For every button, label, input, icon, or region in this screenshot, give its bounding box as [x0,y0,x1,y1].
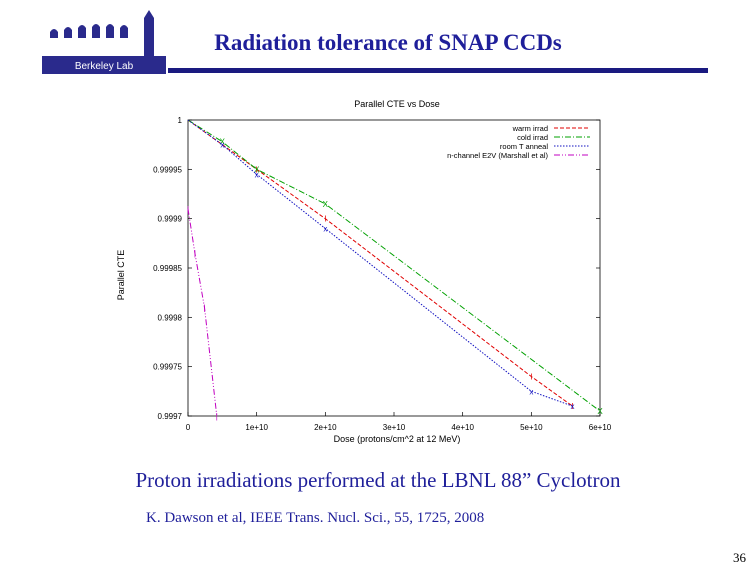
data-point: | [216,412,218,421]
berkeley-lab-logo: Berkeley Lab [42,10,166,74]
data-point: x [571,402,575,411]
data-point: I [571,402,573,411]
x-tick-label: 2e+10 [314,423,337,432]
y-tick-label: 0.9999 [158,215,183,224]
y-tick-label: 0.99985 [153,264,182,273]
data-point: x [323,225,327,234]
cte-dose-chart: Parallel CTE vs Dose Dose (protons/cm^2 … [116,99,612,444]
data-point: | [187,205,189,214]
data-point: X [254,165,260,174]
logo-text: Berkeley Lab [75,61,134,72]
plot-frame [187,119,601,417]
data-point: I [530,373,532,382]
x-tick-label: 1e+10 [245,423,268,432]
slide-caption: Proton irradiations performed at the LBN… [135,468,621,492]
chart-title: Parallel CTE vs Dose [354,99,440,109]
legend-label: room T anneal [500,142,548,151]
x-tick-label: 6e+10 [589,423,612,432]
data-point: | [194,249,196,258]
page-number: 36 [733,550,746,565]
data-point: I [324,215,326,224]
series-line-2 [187,119,573,407]
legend-label: n-channel E2V (Marshall et al) [447,151,548,160]
legend-label: warm irrad [512,124,548,133]
series-line-1 [187,119,601,412]
y-axis-label: Parallel CTE [116,250,126,301]
y-tick-label: 0.9997 [158,412,183,421]
x-tick-label: 4e+10 [451,423,474,432]
data-point: X [323,200,329,209]
title-rule [168,68,708,73]
legend-label: cold irrad [517,133,548,142]
reference-citation: K. Dawson et al, IEEE Trans. Nucl. Sci.,… [146,510,485,526]
x-tick-label: 5e+10 [520,423,543,432]
series-line-3 [187,208,218,417]
data-point: x [255,170,259,179]
y-tick-label: 0.9998 [158,313,183,322]
data-point: X [597,407,603,416]
data-point: X [220,138,226,147]
y-tick-label: 0.99975 [153,363,182,372]
y-tick-label: 1 [178,116,183,125]
series-line-0 [187,119,573,407]
slide-title: Radiation tolerance of SNAP CCDs [214,30,562,55]
data-point: x [220,141,224,150]
x-tick-label: 3e+10 [383,423,406,432]
x-tick-label: 0 [186,423,191,432]
x-axis-label: Dose (protons/cm^2 at 12 MeV) [334,434,461,444]
data-point: I [256,165,258,174]
data-point: x [529,387,533,396]
y-tick-label: 0.99995 [153,165,182,174]
data-point: | [203,303,205,312]
